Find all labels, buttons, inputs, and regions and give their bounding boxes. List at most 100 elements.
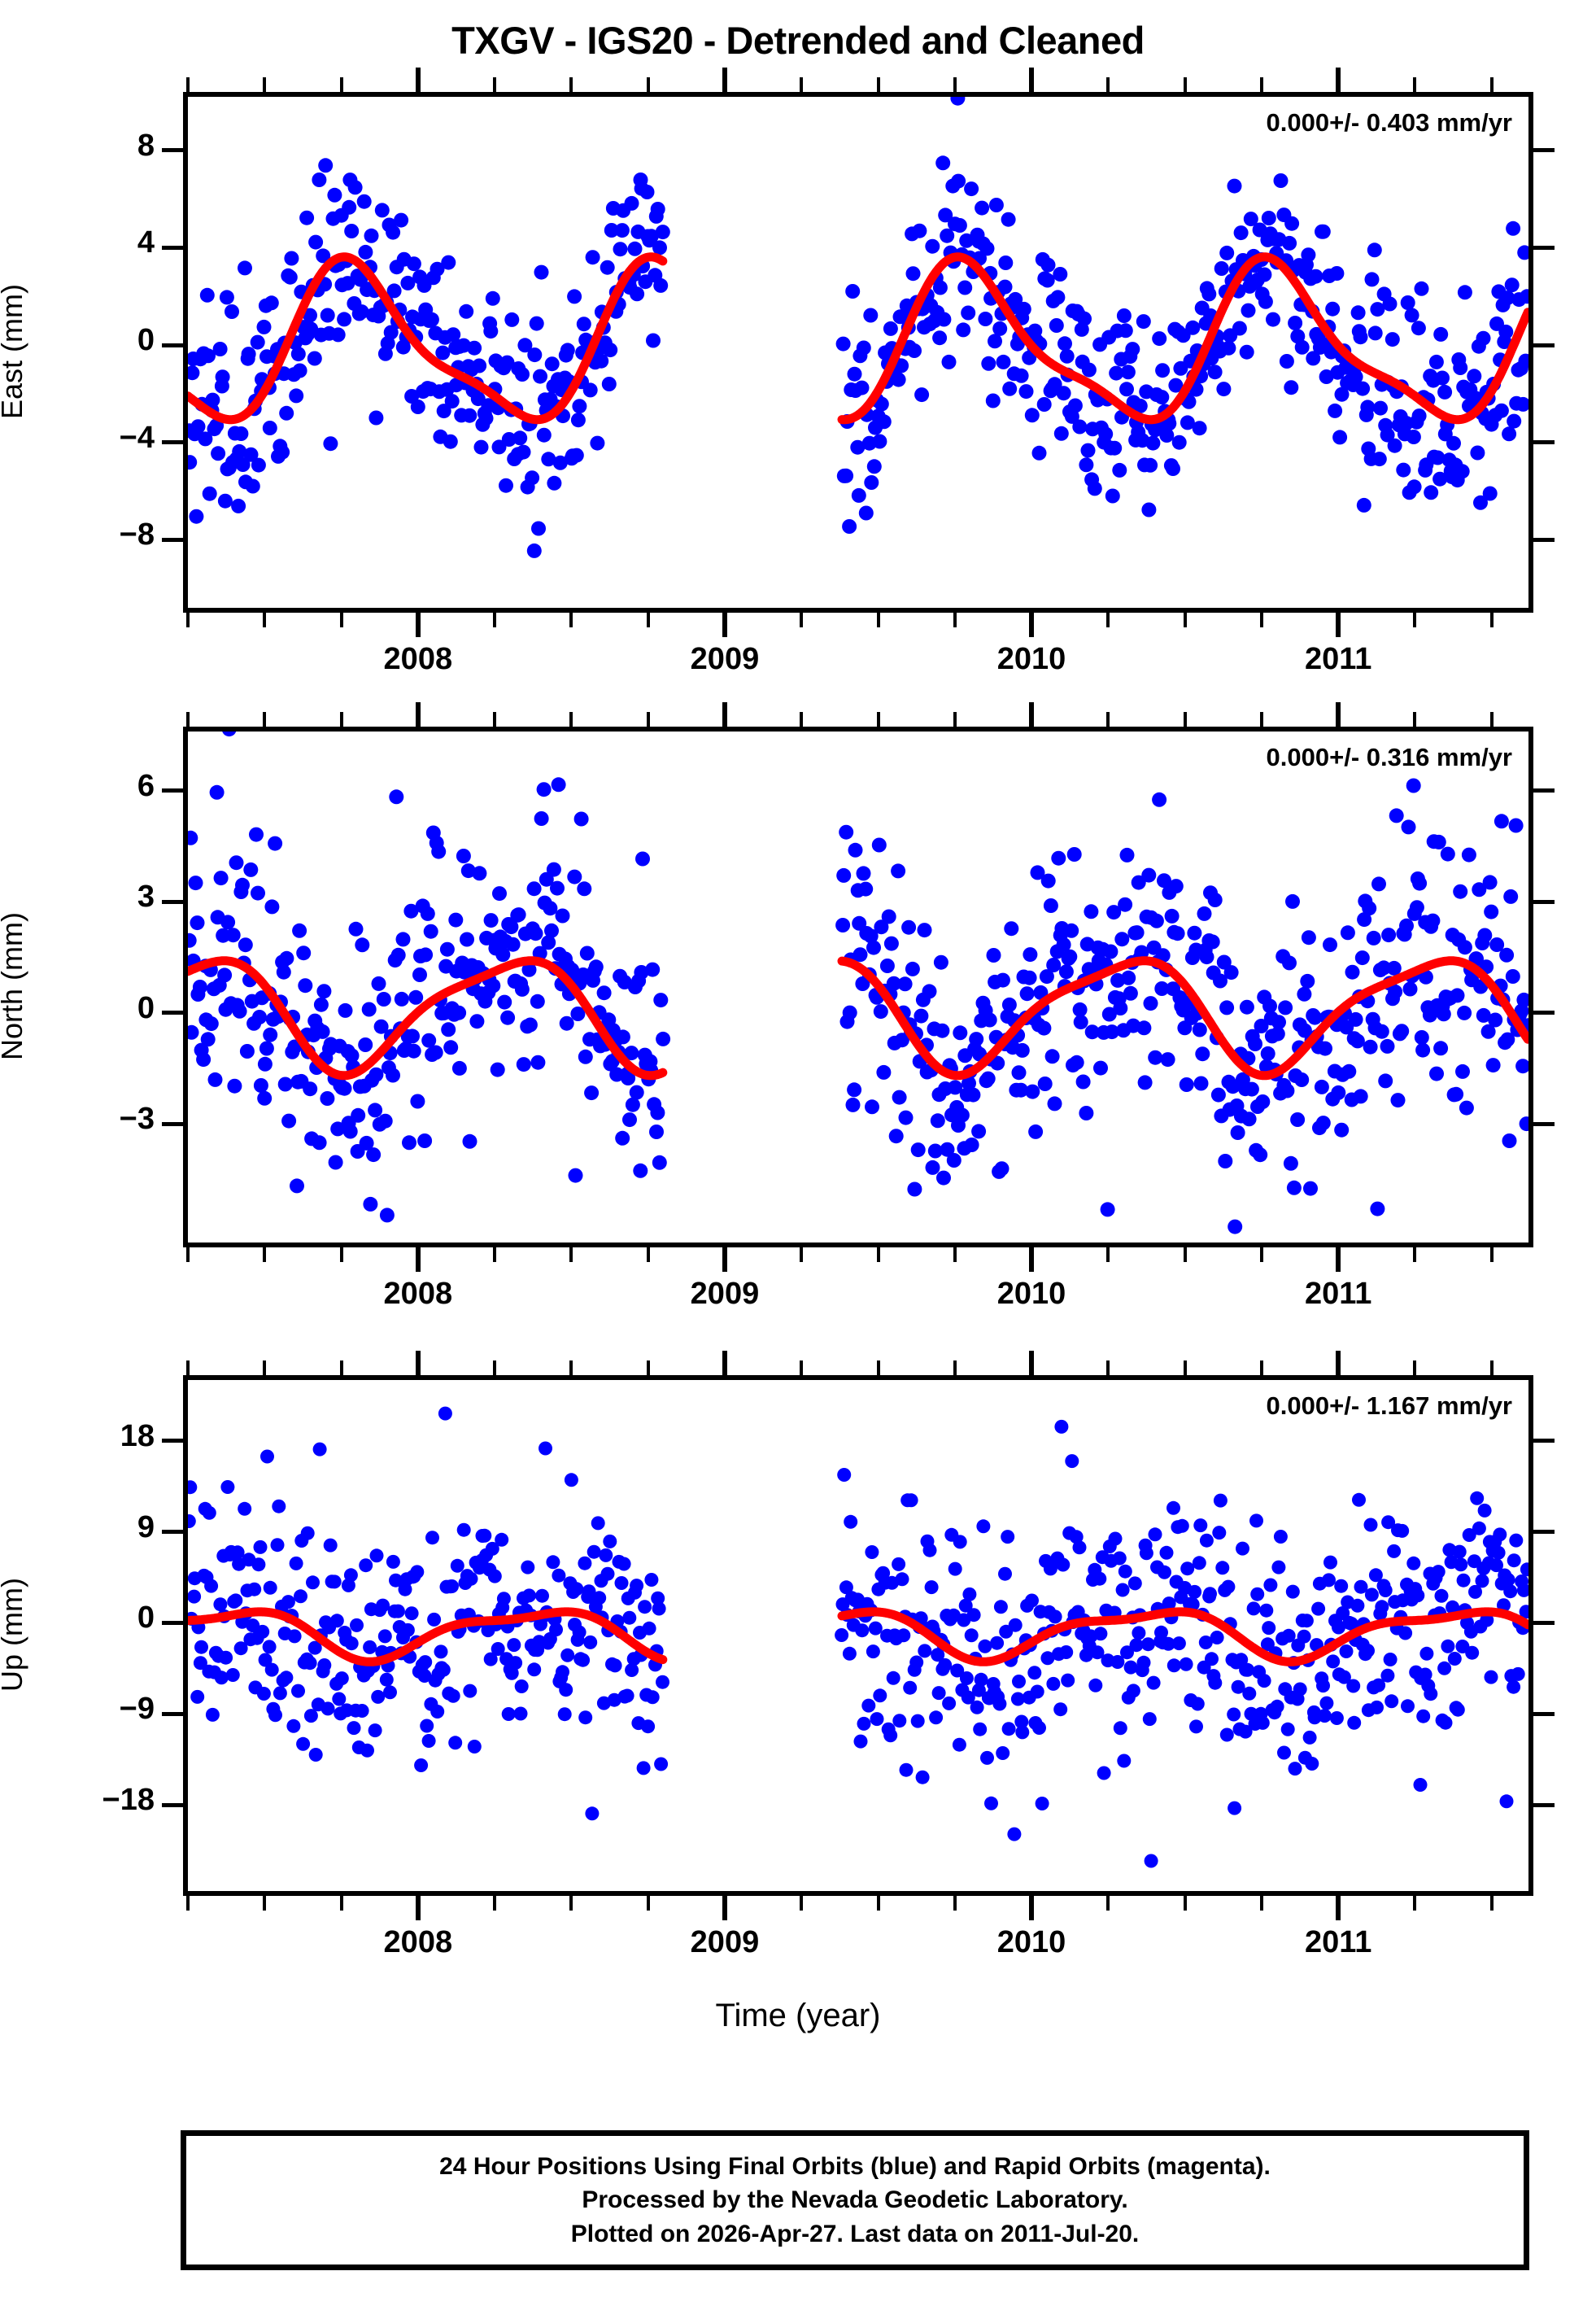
xtick-minor-east [339,613,343,627]
xtick-minor-top-up [1183,1360,1187,1375]
ytick-label-east: 0 [137,323,155,358]
xtick-minor-up [1183,1896,1187,1911]
ytick-major-left-up [162,1530,183,1535]
ytick-label-east: −8 [119,518,155,552]
xtick-minor-top-north [953,712,957,727]
ytick-major-right-east [1533,440,1555,445]
xtick-minor-top-north [646,712,650,727]
xtick-major-north [415,1247,421,1272]
xtick-minor-top-east [646,77,650,92]
xtick-minor-top-east [1106,77,1110,92]
ytick-major-right-east [1533,537,1555,542]
xtick-label-north: 2010 [996,1277,1066,1311]
xtick-minor-top-up [1259,1360,1263,1375]
xtick-minor-north [876,1247,880,1262]
xtick-minor-east [876,613,880,627]
xtick-label-up: 2008 [383,1925,453,1959]
xtick-minor-top-up [339,1360,343,1375]
xtick-minor-top-north [569,712,573,727]
ytick-major-right-east [1533,148,1555,153]
xtick-minor-east [493,613,497,627]
xtick-major-top-up [415,1351,421,1375]
xtick-minor-top-north [339,712,343,727]
xtick-minor-up [953,1896,957,1911]
ytick-label-east: 8 [137,128,155,163]
ytick-major-left-east [162,245,183,250]
xtick-major-top-east [722,68,727,92]
xtick-minor-top-north [1106,712,1110,727]
xtick-minor-top-up [569,1360,573,1375]
footer-line-1: 24 Hour Positions Using Final Orbits (bl… [439,2152,1271,2180]
ytick-major-left-up [162,1620,183,1625]
xtick-major-east [1029,613,1035,637]
xtick-minor-top-north [263,712,267,727]
xtick-minor-east [1106,613,1110,627]
xtick-minor-top-north [800,712,804,727]
xtick-minor-top-up [1413,1360,1417,1375]
ytick-major-left-up [162,1439,183,1443]
xtick-minor-top-east [186,77,190,92]
xtick-minor-top-up [1106,1360,1110,1375]
xtick-minor-up [1489,1896,1494,1911]
xtick-label-up: 2010 [996,1925,1066,1959]
footer-line-2: Processed by the Nevada Geodetic Laborat… [582,2186,1128,2214]
xtick-minor-up [569,1896,573,1911]
xtick-minor-up [339,1896,343,1911]
xtick-minor-top-up [263,1360,267,1375]
xtick-minor-top-east [569,77,573,92]
xtick-minor-north [263,1247,267,1262]
ytick-label-up: −9 [119,1692,155,1727]
fit-line-up [837,1607,1528,1666]
xtick-major-east [415,613,421,637]
xtick-major-top-north [1336,702,1341,727]
xtick-major-up [1336,1896,1341,1920]
fit-line-north [837,956,1528,1081]
rate-annotation-east: 0.000+/- 0.403 mm/yr [1266,108,1512,137]
xtick-label-east: 2011 [1304,642,1372,676]
xtick-major-up [415,1896,421,1920]
xtick-major-top-north [1029,702,1035,727]
ytick-label-up: 0 [137,1601,155,1636]
xtick-minor-north [1259,1247,1263,1262]
plot-canvas-north [188,732,1528,1234]
xtick-minor-east [1183,613,1187,627]
xtick-minor-up [876,1896,880,1911]
xtick-minor-east [953,613,957,627]
page-title: TXGV - IGS20 - Detrended and Cleaned [451,19,1145,62]
ytick-label-north: −3 [119,1102,155,1137]
xtick-minor-east [1259,613,1263,627]
xtick-minor-top-east [493,77,497,92]
ytick-label-east: 4 [137,225,155,260]
xtick-minor-north [569,1247,573,1262]
plot-canvas-east [188,97,1528,558]
xtick-minor-east [1413,613,1417,627]
xtick-minor-top-east [953,77,957,92]
xtick-major-top-east [415,68,421,92]
xtick-major-top-east [1336,68,1341,92]
xtick-minor-east [186,613,190,627]
xtick-minor-top-east [263,77,267,92]
ytick-major-left-east [162,343,183,347]
xtick-major-up [1029,1896,1035,1920]
xtick-minor-north [186,1247,190,1262]
ytick-major-left-up [162,1711,183,1716]
ytick-label-north: 6 [137,768,155,803]
xtick-major-east [722,613,727,637]
xtick-major-top-up [1336,1351,1341,1375]
xtick-major-north [722,1247,727,1272]
xtick-label-east: 2009 [690,642,760,676]
ytick-major-right-north [1533,1011,1555,1015]
xtick-minor-top-up [876,1360,880,1375]
ytick-major-left-north [162,899,183,904]
xtick-minor-top-north [876,712,880,727]
ytick-major-left-north [162,1121,183,1126]
ytick-major-right-east [1533,245,1555,250]
ytick-major-left-east [162,148,183,153]
xtick-major-top-north [722,702,727,727]
y-axis-label-up: Up (mm) [0,1578,28,1692]
ytick-major-right-east [1533,343,1555,347]
xtick-minor-top-north [1489,712,1494,727]
xtick-major-top-east [1029,68,1035,92]
xtick-minor-up [263,1896,267,1911]
plot-area-up [183,1375,1533,1896]
